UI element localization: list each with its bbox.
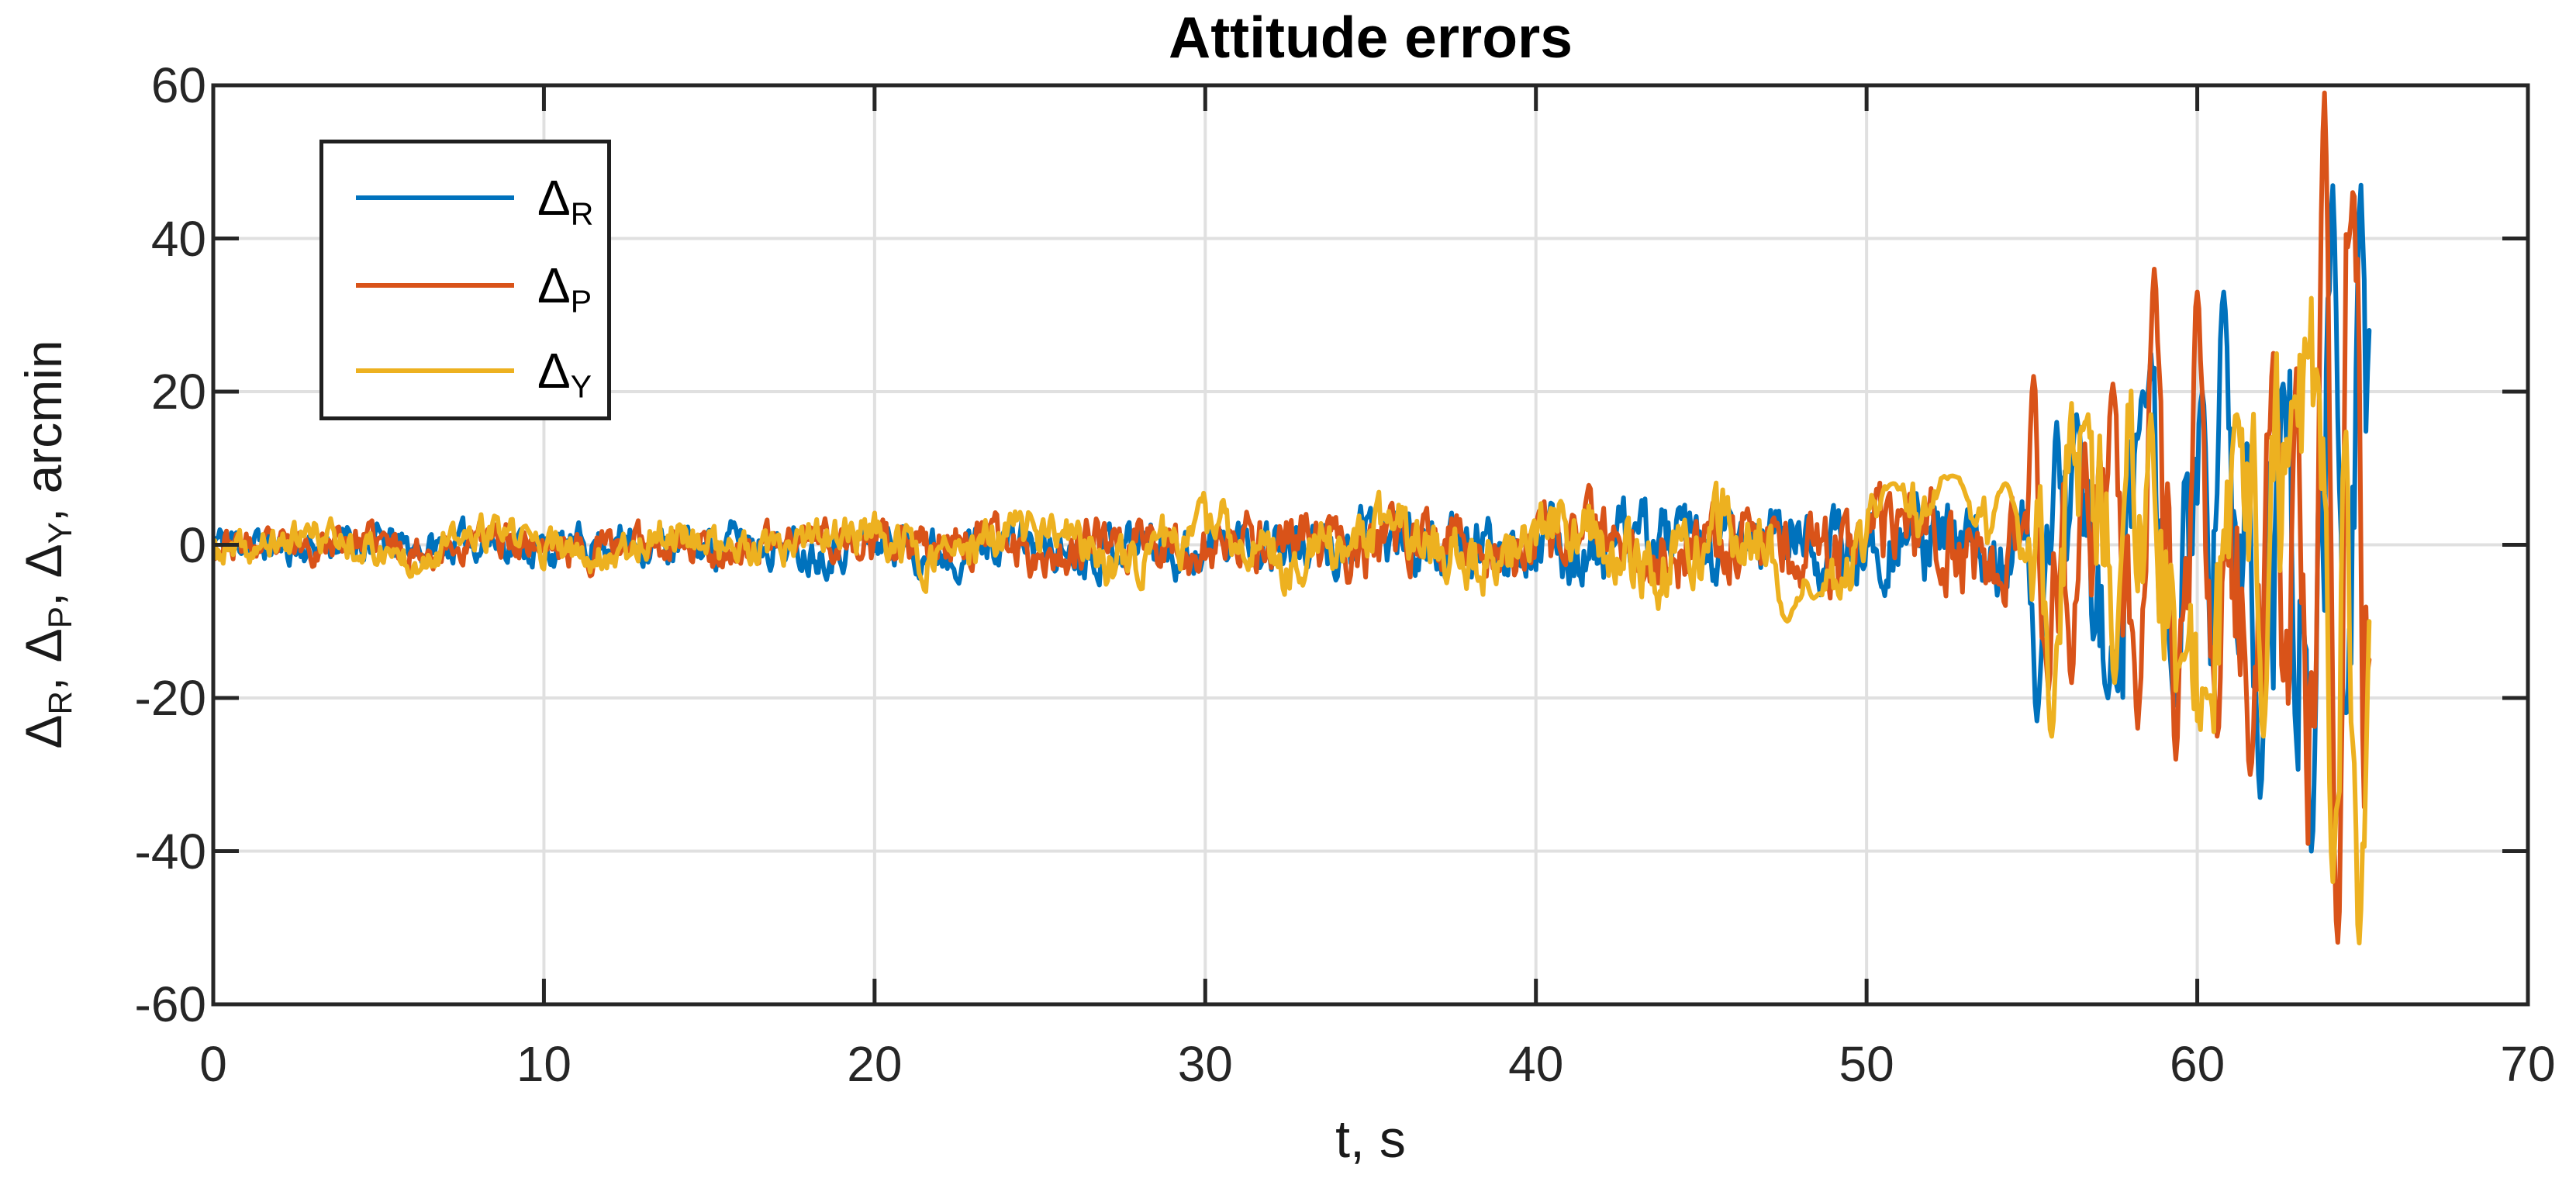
legend-label-subscript: R bbox=[570, 195, 594, 232]
legend-label: ΔY bbox=[537, 335, 592, 422]
legend-label: ΔP bbox=[537, 250, 592, 337]
tick-marks bbox=[213, 85, 2528, 1004]
y-tick-label: -60 bbox=[134, 976, 207, 1032]
y-axis-label-text: , bbox=[15, 578, 73, 607]
y-tick-label: 60 bbox=[150, 57, 206, 113]
legend-label-subscript: Y bbox=[570, 368, 592, 405]
y-axis-label-subscript: P bbox=[41, 606, 78, 629]
x-tick-label: 10 bbox=[516, 1036, 572, 1092]
legend-line-sample bbox=[356, 195, 514, 200]
y-axis-label-text: Δ bbox=[15, 628, 73, 663]
x-tick-label: 60 bbox=[2169, 1036, 2226, 1092]
legend: ΔR ΔP ΔY bbox=[319, 140, 611, 420]
x-tick-label: 20 bbox=[847, 1036, 903, 1092]
y-tick-label: 40 bbox=[150, 210, 206, 267]
x-tick-label: 0 bbox=[199, 1036, 227, 1092]
chart-title: Attitude errors bbox=[1169, 5, 1573, 70]
y-tick-label: 0 bbox=[178, 516, 206, 573]
x-tick-label: 70 bbox=[2500, 1036, 2556, 1092]
y-tick-label: 20 bbox=[150, 364, 206, 420]
legend-label-symbol: Δ bbox=[537, 343, 571, 399]
legend-label-subscript: P bbox=[570, 283, 592, 320]
axes-box bbox=[211, 83, 2530, 1007]
series-lines bbox=[213, 90, 2372, 945]
x-tick-label: 40 bbox=[1508, 1036, 1564, 1092]
legend-label: ΔR bbox=[537, 162, 593, 249]
y-tick-label: -40 bbox=[134, 823, 207, 879]
x-axis-label: t, s bbox=[1335, 1110, 1406, 1169]
x-tick-label: 30 bbox=[1177, 1036, 1233, 1092]
y-tick-label: -20 bbox=[134, 670, 207, 726]
legend-line-sample bbox=[356, 283, 514, 288]
x-tick-label: 50 bbox=[1839, 1036, 1894, 1092]
legend-label-symbol: Δ bbox=[537, 257, 571, 313]
legend-label-symbol: Δ bbox=[537, 170, 571, 226]
series-line-Y bbox=[213, 295, 2372, 945]
legend-line-sample bbox=[356, 368, 514, 373]
